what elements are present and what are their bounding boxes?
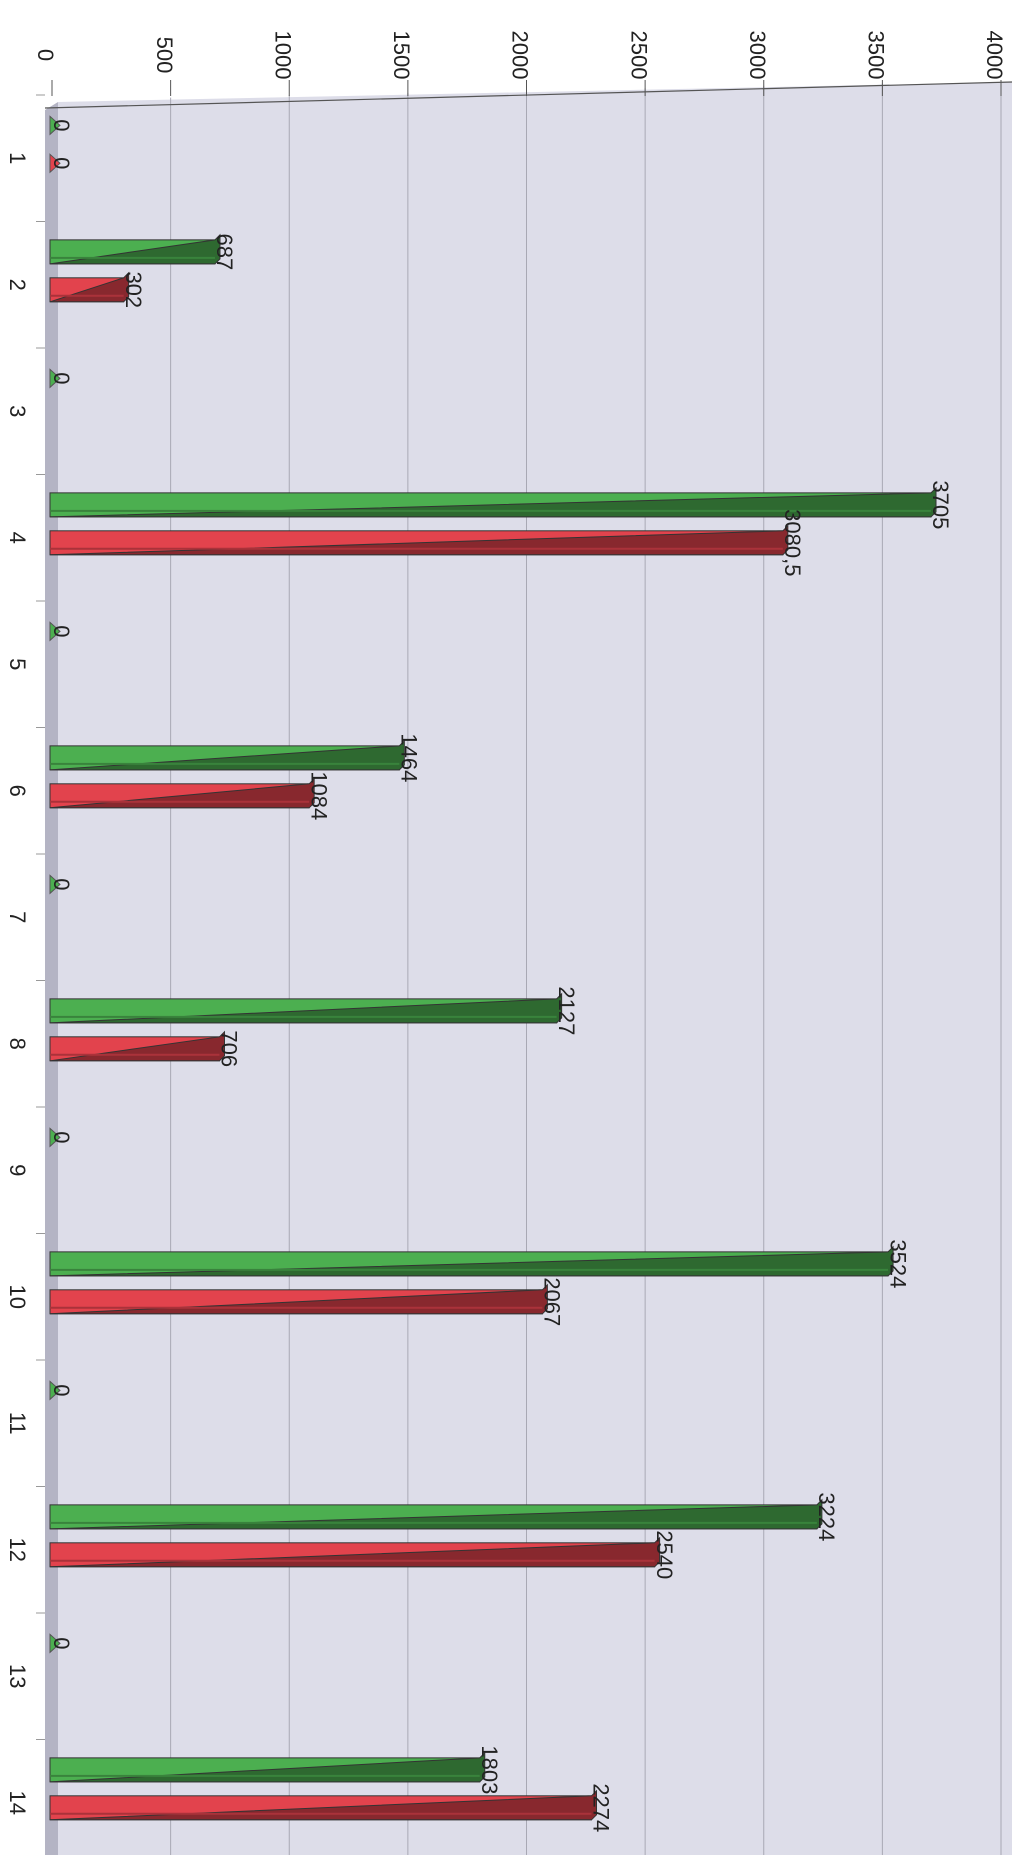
bar: [49, 1498, 823, 1530]
data-label: 1084: [306, 771, 331, 820]
data-label: 0: [49, 1637, 74, 1649]
category-tick-label: 8: [5, 1038, 30, 1050]
data-label: 302: [121, 271, 146, 308]
category-tick-label: 3: [5, 405, 30, 417]
data-label: 687: [212, 234, 237, 271]
plot-area: [58, 82, 1012, 1855]
bar: [49, 992, 563, 1024]
data-label: 0: [49, 1384, 74, 1396]
data-label: 2540: [652, 1530, 677, 1579]
category-tick-label: 2: [5, 279, 30, 291]
category-tick-label: 14: [5, 1791, 30, 1815]
value-tick-label: 1000: [270, 31, 295, 80]
bar: [49, 1127, 61, 1148]
gridlines: [170, 81, 1002, 1855]
data-label: 2127: [554, 986, 579, 1035]
bar: [49, 621, 61, 642]
data-label: 3080,5: [780, 509, 805, 576]
plot-floor: [45, 102, 58, 1855]
bar: [49, 777, 315, 809]
bar: [49, 271, 130, 303]
data-label: 0: [49, 157, 74, 169]
category-tick-label: 1: [5, 152, 30, 164]
data-label: 0: [49, 119, 74, 131]
bar: [49, 115, 61, 136]
data-label: 0: [49, 625, 74, 637]
category-tick-label: 10: [5, 1285, 30, 1309]
data-label: 3705: [928, 480, 953, 529]
bar: [49, 1030, 225, 1062]
bar: [49, 1536, 661, 1568]
bar: [49, 368, 61, 389]
data-label: 0: [49, 1131, 74, 1143]
value-tick-label: 1500: [389, 31, 414, 80]
bar: [49, 1380, 61, 1401]
bar: [49, 233, 221, 265]
bar: [49, 153, 61, 174]
bar: [49, 739, 405, 771]
bar: [49, 1633, 61, 1654]
category-tick-label: 7: [5, 911, 30, 923]
value-tick-label: 2500: [626, 31, 651, 80]
bars: [49, 115, 937, 1821]
data-labels: 0 687 0 3705 0 1464 0 2127 0 3524 0 3224 0 1803 0 302 30…: [49, 119, 953, 1832]
data-label: 3224: [814, 1492, 839, 1541]
category-tick-label: 11: [5, 1412, 30, 1435]
data-label: 706: [217, 1030, 242, 1067]
value-axis: 0 500 1000 1500 2000 2500 3000 3500 4000: [33, 31, 1013, 109]
category-tick-label: 13: [5, 1664, 30, 1688]
bar: [49, 524, 789, 556]
category-tick-label: 6: [5, 785, 30, 797]
value-tick-label: 3500: [864, 31, 889, 80]
category-tick-label: 9: [5, 1164, 30, 1176]
bar: [49, 486, 937, 518]
bar: [49, 874, 61, 895]
bar: [49, 1789, 598, 1821]
data-label: 0: [49, 372, 74, 384]
bar: [49, 1283, 548, 1315]
data-label: 2274: [589, 1783, 614, 1832]
value-axis-line: [44, 81, 1013, 109]
bar: [49, 1245, 894, 1277]
value-tick-label: 2000: [508, 31, 533, 80]
data-label: 3524: [885, 1239, 910, 1288]
data-label: 0: [49, 878, 74, 890]
bar: [49, 1751, 486, 1783]
data-label: 1464: [397, 733, 422, 782]
value-tick-label: 4000: [982, 31, 1007, 80]
category-tick-label: 12: [5, 1538, 30, 1562]
value-tick-label: 3000: [745, 31, 770, 80]
category-tick-label: 5: [5, 658, 30, 670]
value-tick-label: 500: [152, 37, 177, 74]
value-tick-label: 0: [33, 49, 58, 61]
data-label: 2067: [540, 1277, 565, 1326]
data-label: 1803: [477, 1745, 502, 1794]
category-tick-label: 4: [5, 532, 30, 544]
